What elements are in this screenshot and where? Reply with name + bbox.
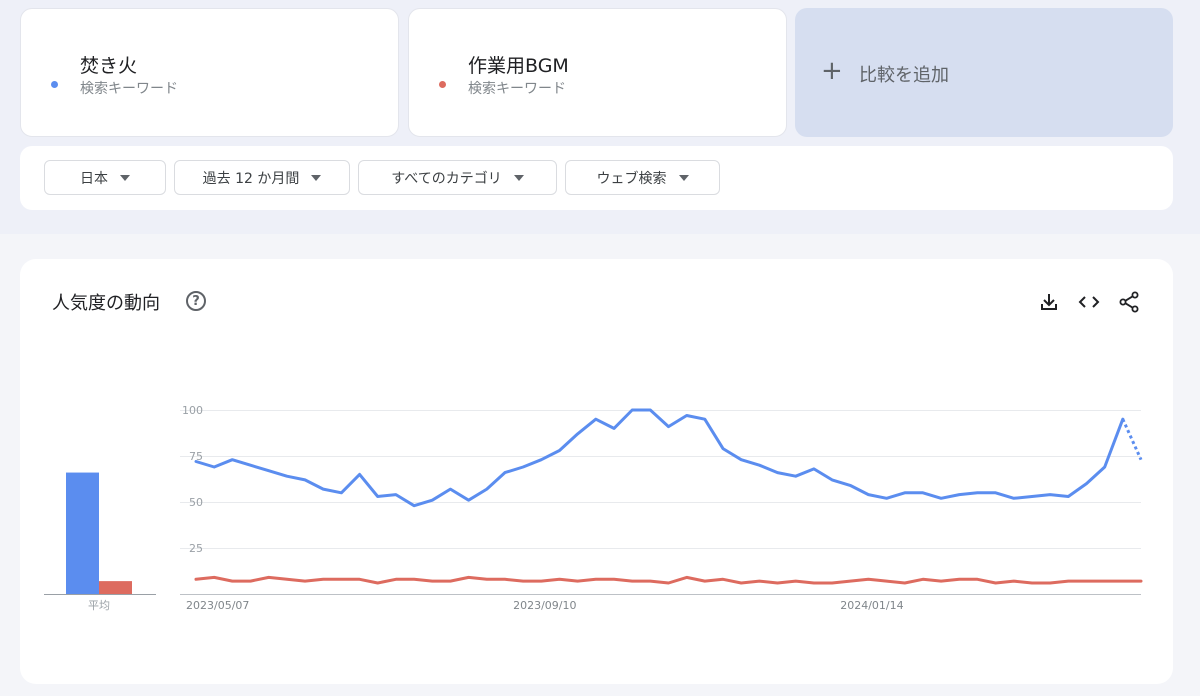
x-tick-label: 2024/01/14 (840, 599, 903, 612)
add-comparison-button[interactable]: + 比較を追加 (795, 8, 1173, 137)
search-type-dropdown[interactable]: ウェブ検索 (565, 160, 720, 195)
y-tick-label: 50 (189, 496, 203, 509)
chart-title: 人気度の動向 (52, 293, 160, 314)
region-dropdown[interactable]: 日本 (44, 160, 166, 195)
keyword-term: 作業用BGM (468, 55, 569, 77)
series-line (194, 408, 1125, 508)
average-bar (99, 581, 132, 594)
x-tick-label: 2023/09/10 (513, 599, 576, 612)
keyword-card-2[interactable]: 作業用BGM 検索キーワード (408, 8, 787, 137)
x-tick-label: 2023/05/07 (186, 599, 249, 612)
filter-bar: 日本 過去 12 か月間 すべてのカテゴリ ウェブ検索 (20, 146, 1173, 210)
keyword-term: 焚き火 (80, 55, 138, 77)
interest-over-time-card: 人気度の動向 ? 25 50 75 100 2023/05/07 2023/09/10 20… (20, 259, 1173, 684)
keyword-type-label: 検索キーワード (468, 81, 566, 97)
region-dropdown-label: 日本 (80, 170, 108, 187)
time-range-dropdown-label: 過去 12 か月間 (202, 170, 300, 187)
embed-code-icon[interactable] (1077, 290, 1101, 314)
y-tick-label: 100 (182, 404, 203, 417)
category-dropdown-label: すべてのカテゴリ (391, 170, 502, 187)
average-label: 平均 (88, 599, 110, 612)
y-tick-label: 75 (189, 450, 203, 463)
y-tick-label: 25 (189, 542, 203, 555)
category-dropdown[interactable]: すべてのカテゴリ (358, 160, 557, 195)
series-line (194, 575, 1143, 585)
average-bar (66, 472, 99, 594)
chart-series (194, 408, 1143, 585)
keyword-type-label: 検索キーワード (80, 81, 178, 97)
keyword-card-1[interactable]: 焚き火 検索キーワード (20, 8, 399, 137)
series-partial-segment (1121, 418, 1143, 461)
chart-grid: 25 50 75 100 2023/05/07 2023/09/10 2024/01/14 (180, 404, 1141, 612)
caret-down-icon (678, 174, 689, 181)
download-icon[interactable] (1037, 290, 1061, 314)
caret-down-icon (311, 174, 322, 181)
plus-icon: + (821, 56, 843, 86)
search-type-dropdown-label: ウェブ検索 (596, 170, 667, 187)
series-color-dot (51, 81, 58, 88)
caret-down-icon (120, 174, 130, 181)
average-bars: 平均 (44, 472, 156, 612)
caret-down-icon (513, 174, 524, 181)
time-range-dropdown[interactable]: 過去 12 か月間 (174, 160, 350, 195)
series-color-dot (439, 81, 446, 88)
share-icon[interactable] (1117, 290, 1141, 314)
add-comparison-label: 比較を追加 (859, 65, 949, 86)
help-icon[interactable]: ? (186, 291, 206, 311)
